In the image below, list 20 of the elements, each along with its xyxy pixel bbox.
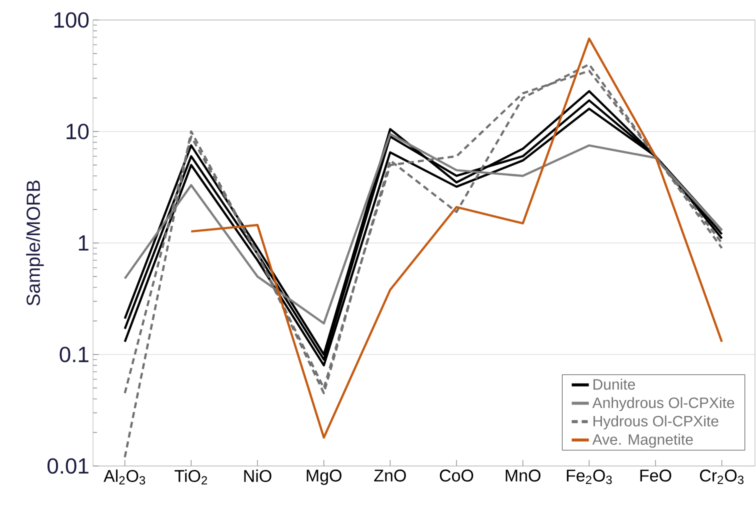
legend-label: Dunite [594, 378, 635, 390]
x-tick-label: MgO [306, 470, 342, 485]
y-tick-label: 100 [54, 12, 89, 28]
x-tick-label: TiO$_{2}$ [174, 470, 208, 484]
x-tick-label: ZnO [374, 470, 406, 482]
legend-label: Anhydrous Ol-CPXite [592, 397, 734, 412]
x-tick-label: FeO [640, 470, 672, 482]
y-tick-label: 0.1 [60, 346, 88, 362]
x-tick-label: Cr$_{2}$O$_{3}$ [700, 470, 744, 484]
legend-label: Hydrous Ol-CPXite [594, 415, 718, 430]
x-tick-label: CoO [440, 470, 474, 482]
x-tick-label: MnO [506, 470, 540, 482]
x-tick-label: NiO [244, 470, 272, 482]
y-tick-label: 10 [66, 124, 89, 140]
x-tick-label: Al$_{2}$O$_{3}$ [104, 470, 146, 485]
x-tick-label: Fe$_{2}$O$_{3}$ [566, 470, 612, 484]
y-tick-label: 1 [78, 235, 88, 251]
legend-label: Ave. Magnetite [592, 434, 693, 448]
y-axis-title: Sample/MORB [26, 180, 44, 306]
y-tick-label: 0.01 [48, 458, 88, 474]
